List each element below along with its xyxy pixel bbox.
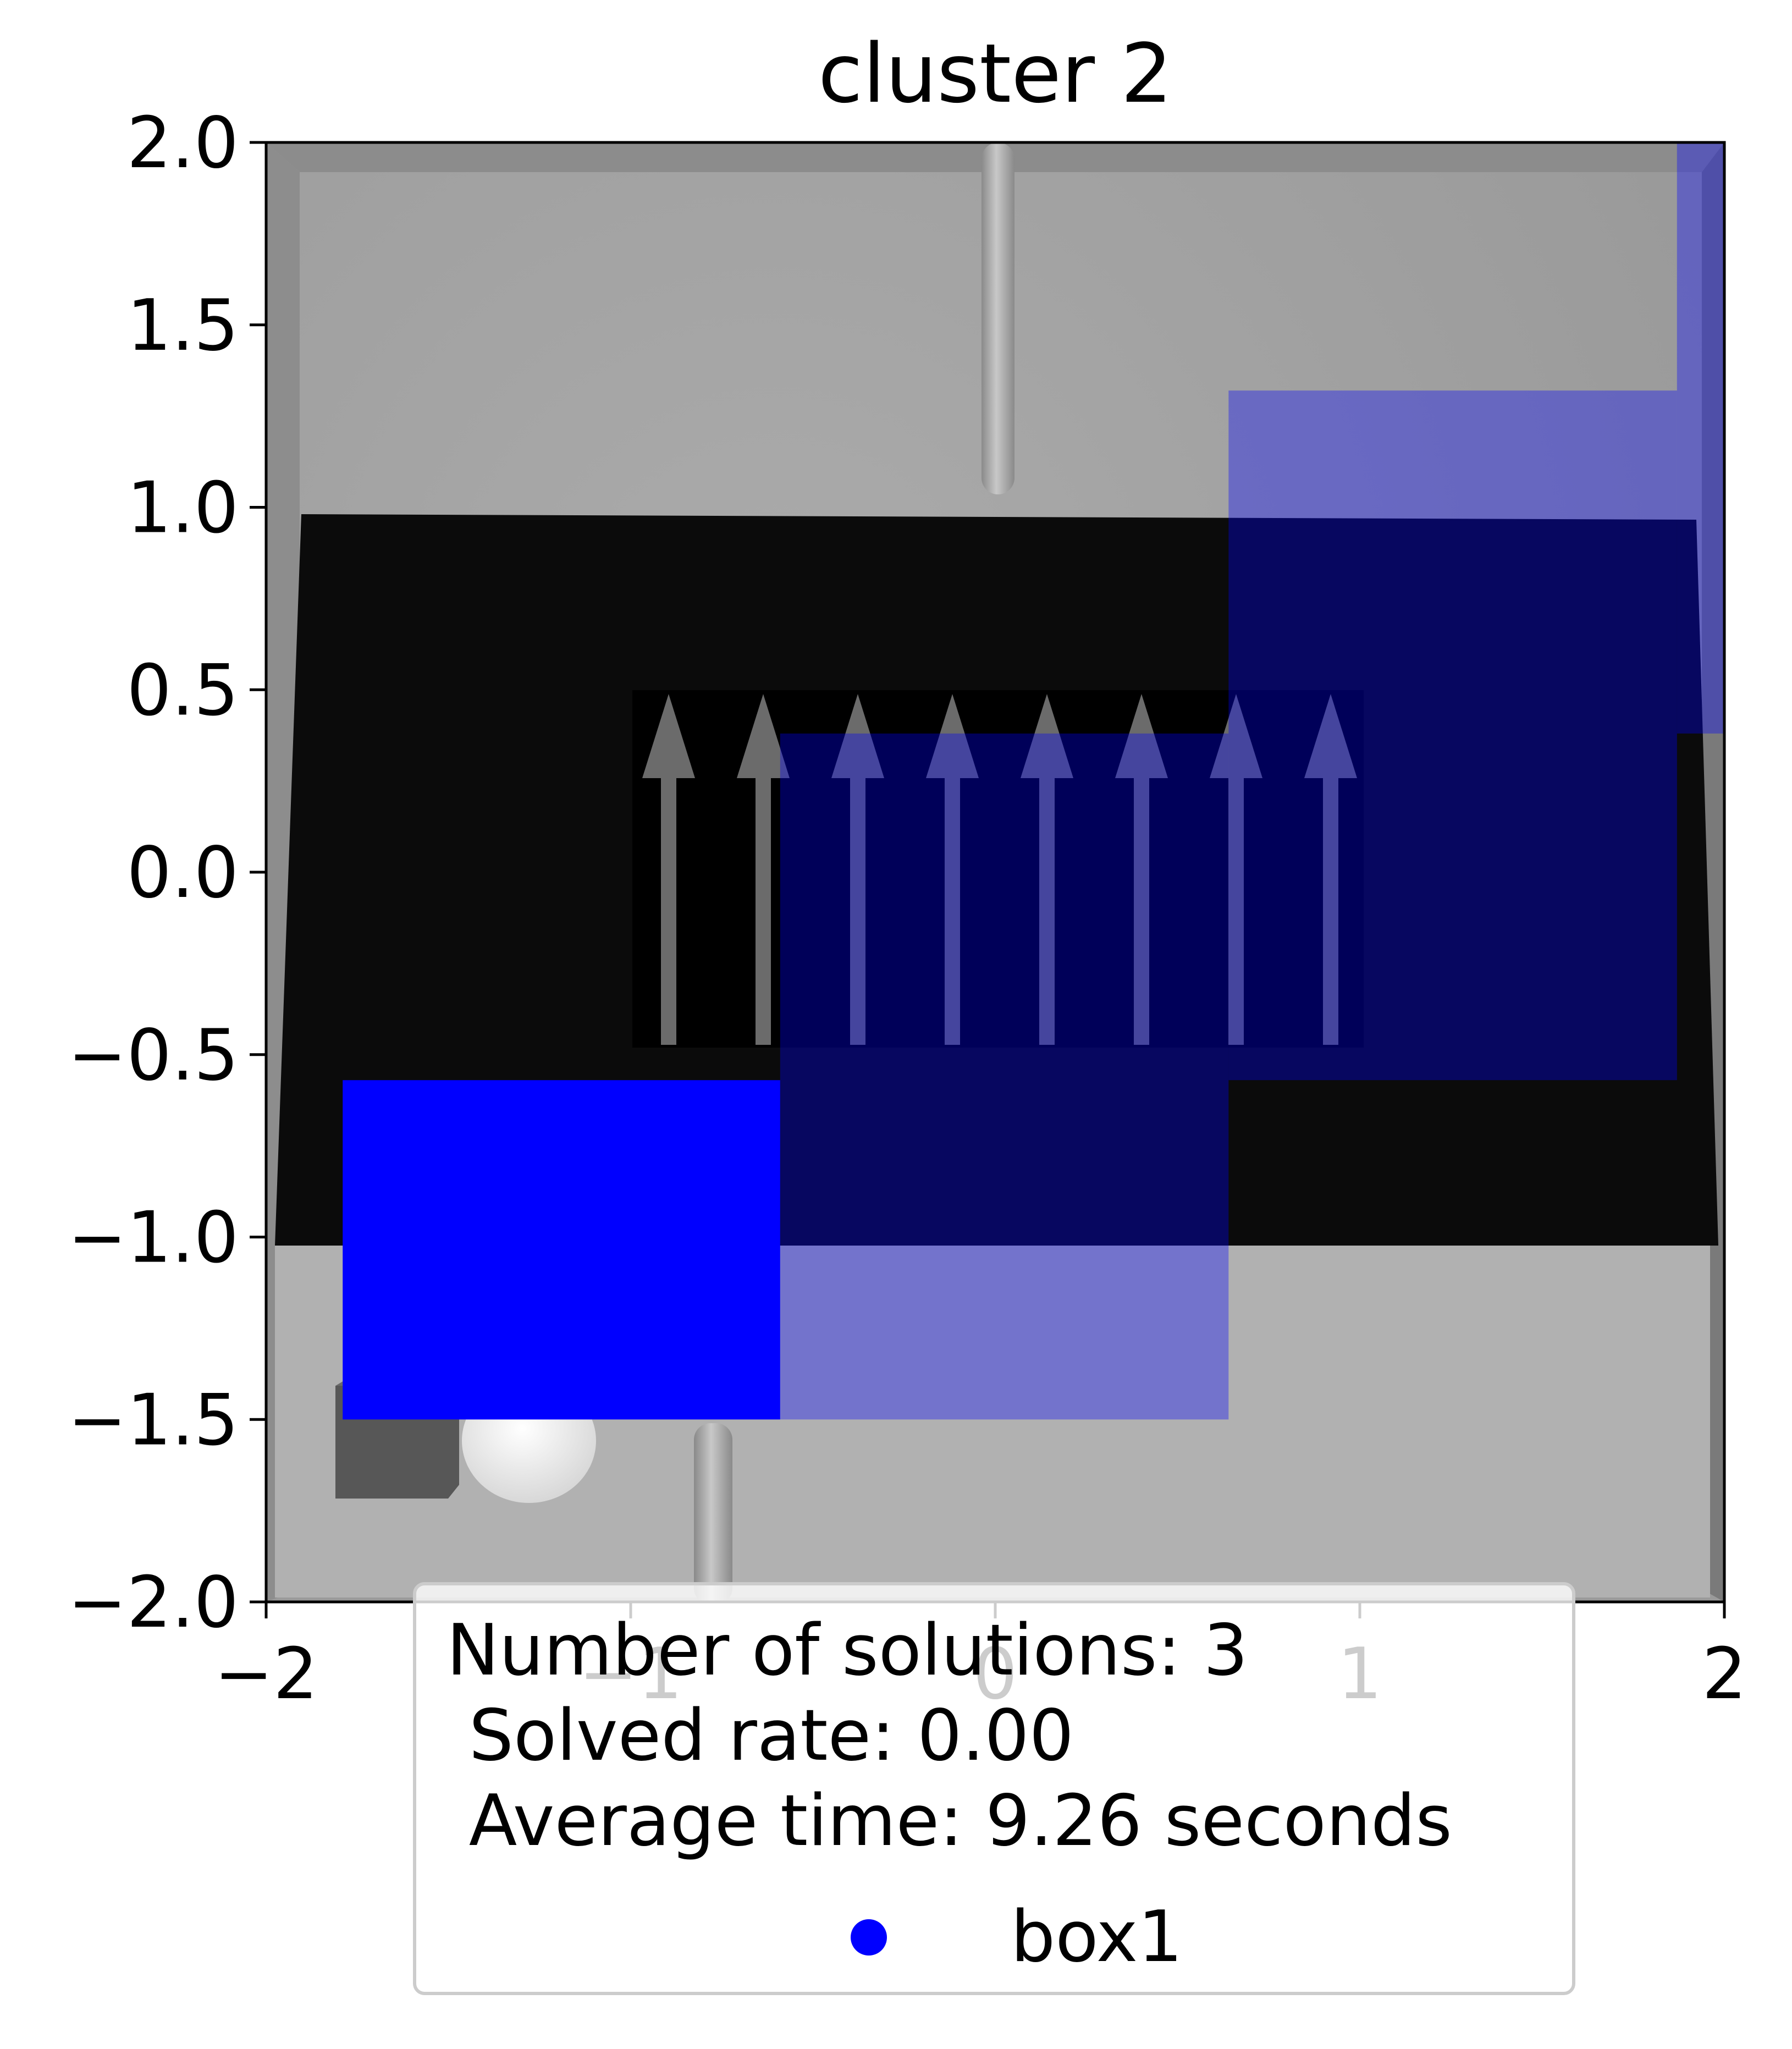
y-tick-label: 1.0 <box>126 467 239 549</box>
conveyor-arrows <box>642 694 1357 1045</box>
box1-region-2 <box>780 733 1229 1420</box>
legend-entry-box1: box1 <box>1011 1896 1183 1978</box>
legend-marker-box1 <box>851 1919 887 1956</box>
box1-region-4 <box>1677 142 1724 734</box>
y-tick-label: −1.0 <box>68 1197 239 1279</box>
box1-region-3 <box>1228 390 1677 1081</box>
scene-background <box>266 142 1724 1602</box>
y-tick-label: −0.5 <box>68 1015 239 1097</box>
y-tick-label: 0.5 <box>126 649 239 731</box>
legend-box <box>413 1582 1575 1995</box>
y-tick-label: −1.5 <box>68 1379 239 1461</box>
legend-line-average-time: Average time: 9.26 seconds <box>446 1780 1452 1862</box>
y-axis: 2.0 1.5 1.0 0.5 0.0 −0.5 −1.0 −1.5 −2.0 <box>68 102 266 1644</box>
legend: Number of solutions: 3 Solved rate: 0.00… <box>413 1582 1575 1995</box>
y-tick-label: 0.0 <box>126 832 239 914</box>
box1-regions <box>343 142 1724 1420</box>
bottom-pole <box>694 1423 732 1602</box>
chart-title: cluster 2 <box>818 26 1173 121</box>
x-tick-label: −2 <box>214 1633 318 1715</box>
y-tick-label: −2.0 <box>68 1562 239 1644</box>
top-pole <box>982 142 1014 494</box>
y-tick-label: 1.5 <box>126 285 239 367</box>
x-tick-label: 2 <box>1702 1633 1746 1715</box>
y-tick-label: 2.0 <box>126 102 239 184</box>
legend-line-solved-rate: Solved rate: 0.00 <box>446 1695 1074 1777</box>
legend-line-solutions: Number of solutions: 3 <box>446 1610 1248 1692</box>
box1-region-1 <box>343 1080 780 1420</box>
